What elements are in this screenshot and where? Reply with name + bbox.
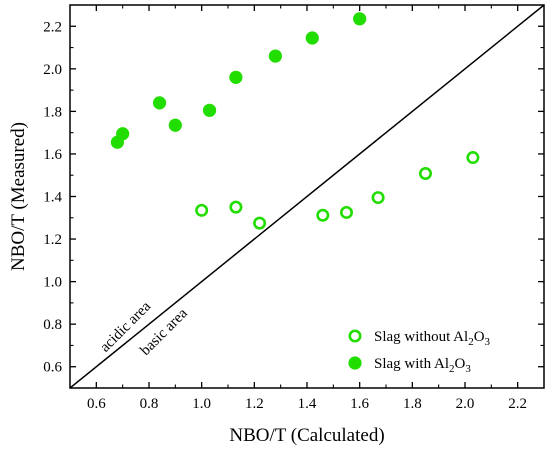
y-tick-label: 2.0 xyxy=(43,62,62,78)
legend-entry-slag-with-al2o3: Slag with Al2O3 xyxy=(374,356,471,375)
y-tick-label: 1.2 xyxy=(43,232,62,248)
legend-entry-name: Slag without Al xyxy=(374,329,468,345)
data-point-open xyxy=(418,167,432,181)
data-point-filled xyxy=(116,127,130,141)
series-slag-with-al2o3 xyxy=(110,12,367,149)
y-tick-label: 1.4 xyxy=(43,190,62,206)
y-axis-label: NBO/T (Measured) xyxy=(8,122,29,271)
legend-entry-oxygen: O xyxy=(455,356,466,372)
data-point-open xyxy=(229,200,243,214)
y-tick-label: 0.8 xyxy=(43,317,62,333)
x-tick-label: 1.4 xyxy=(298,396,317,412)
data-point-filled xyxy=(152,96,167,110)
data-point-filled xyxy=(202,103,217,117)
legend-entry-subscript: 2 xyxy=(468,336,474,348)
y-tick-label: 1.6 xyxy=(43,147,62,163)
plot-area xyxy=(70,5,544,388)
data-layer xyxy=(110,12,480,230)
data-point-open xyxy=(195,203,209,217)
x-tick-label: 2.0 xyxy=(456,396,475,412)
legend-marker-open-circle xyxy=(348,329,362,343)
x-tick-label: 1.8 xyxy=(403,396,422,412)
data-point-open xyxy=(339,205,353,219)
data-point-open xyxy=(371,191,385,205)
legend-entry-subscript: 3 xyxy=(465,363,471,375)
series-slag-without-al2o3 xyxy=(195,151,480,230)
data-point-open xyxy=(253,216,267,230)
legend-entry-oxygen: O xyxy=(474,329,485,345)
axes-layer: 0.6 0.8 1.0 1.2 1.4 1.6 1.8 2.0 2.2 0.6 0.8 1.0 1.2 1… xyxy=(43,4,545,412)
data-point-filled xyxy=(168,118,182,132)
x-axis-label: NBO/T (Calculated) xyxy=(229,425,384,446)
y-tick-label: 2.2 xyxy=(43,19,62,35)
x-tick-label: 1.0 xyxy=(192,396,211,412)
data-point-open xyxy=(316,208,330,222)
x-tick-label: 0.6 xyxy=(87,396,106,412)
y-tick-label: 1.8 xyxy=(43,104,62,120)
legend-marker-filled-circle xyxy=(348,356,362,370)
y-tick-label: 1.0 xyxy=(43,275,62,291)
data-point-filled xyxy=(305,31,319,45)
legend: Slag without Al2O3 Slag with Al2O3 xyxy=(348,329,491,375)
legend-entry-subscript: 3 xyxy=(485,336,491,348)
data-point-filled xyxy=(229,70,243,84)
diagonal-reference-line xyxy=(70,5,544,388)
legend-entry-subscript: 2 xyxy=(449,363,455,375)
x-tick-label: 2.2 xyxy=(508,396,527,412)
x-tick-label: 1.6 xyxy=(350,396,369,412)
data-point-filled xyxy=(268,49,282,63)
data-point-filled xyxy=(353,12,367,26)
x-tick-label: 1.2 xyxy=(245,396,264,412)
legend-entry-name: Slag with Al xyxy=(374,356,449,372)
y-tick-label: 0.6 xyxy=(43,360,62,376)
x-tick-label: 0.8 xyxy=(140,396,159,412)
data-point-open xyxy=(466,151,480,165)
legend-entry-slag-without-al2o3: Slag without Al2O3 xyxy=(374,329,491,348)
